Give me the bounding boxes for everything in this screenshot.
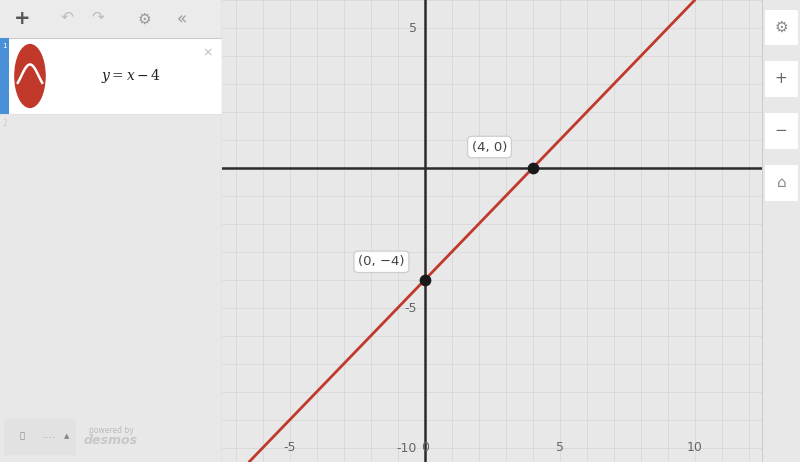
Text: 2: 2 — [2, 119, 7, 128]
Text: +: + — [14, 9, 30, 29]
Text: $y = x - 4$: $y = x - 4$ — [101, 67, 161, 85]
Text: ⬛: ⬛ — [20, 432, 25, 441]
Text: ↶: ↶ — [60, 9, 73, 24]
Text: -5: -5 — [405, 302, 417, 315]
Text: (0, −4): (0, −4) — [358, 255, 405, 268]
Text: ....: .... — [42, 434, 55, 438]
Text: ▲: ▲ — [64, 433, 70, 439]
Text: 5: 5 — [409, 22, 417, 35]
Bar — [5, 419, 75, 454]
Text: 1: 1 — [2, 43, 6, 49]
Text: ⚙: ⚙ — [774, 19, 788, 34]
Text: +: + — [775, 71, 787, 86]
Bar — [0, 38, 222, 114]
Text: (4, 0): (4, 0) — [472, 140, 507, 153]
Text: ↷: ↷ — [91, 9, 104, 24]
Bar — [0, 38, 9, 114]
Text: -5: -5 — [283, 441, 296, 454]
Point — [418, 276, 431, 284]
Text: 5: 5 — [556, 441, 564, 454]
Text: powered by: powered by — [89, 426, 134, 435]
Text: −: − — [775, 123, 787, 138]
Text: ×: × — [202, 46, 213, 59]
Text: ⌂: ⌂ — [776, 175, 786, 189]
Bar — [766, 113, 797, 148]
Circle shape — [15, 44, 45, 107]
Text: 0: 0 — [421, 441, 429, 454]
Text: ⚙: ⚙ — [138, 12, 151, 26]
Bar — [0, 0, 222, 38]
Bar — [766, 10, 797, 44]
Text: «: « — [177, 10, 187, 28]
Bar — [766, 61, 797, 96]
Bar — [766, 165, 797, 200]
Text: -10: -10 — [397, 442, 417, 455]
Text: 10: 10 — [687, 441, 702, 454]
Point — [526, 164, 539, 172]
Text: desmos: desmos — [84, 434, 138, 447]
